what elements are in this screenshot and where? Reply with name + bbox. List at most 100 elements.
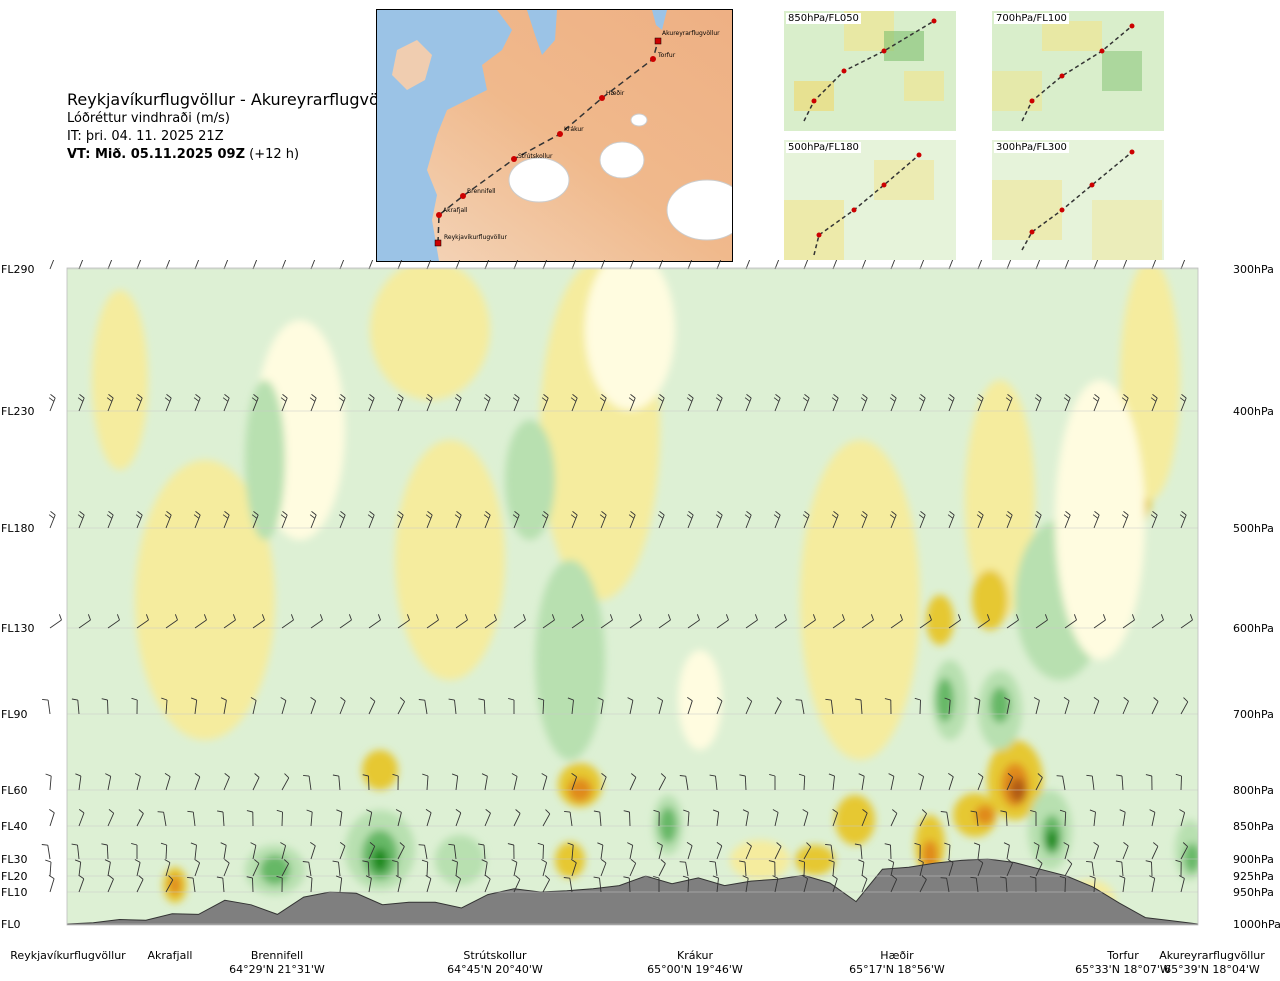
wind-barb <box>448 698 457 715</box>
wind-barb <box>1089 809 1096 827</box>
velocity-region <box>362 750 398 790</box>
wind-barb <box>42 698 51 715</box>
wind-barb <box>1145 860 1153 877</box>
velocity-region <box>435 835 485 885</box>
wind-barb <box>193 394 201 412</box>
wind-barb <box>104 859 111 877</box>
wind-barb <box>884 698 892 715</box>
wind-barb <box>339 842 346 860</box>
wind-barb <box>397 842 405 860</box>
wind-barb <box>774 842 782 860</box>
wind-barb <box>918 773 925 791</box>
wind-barb <box>397 697 405 715</box>
wind-barb <box>1035 773 1043 791</box>
pressure-label: 300hPa <box>1233 263 1274 276</box>
wind-barb <box>48 511 56 529</box>
wind-barb <box>454 511 462 529</box>
wind-barb <box>658 773 666 791</box>
wind-barb <box>914 697 921 715</box>
wind-barb <box>478 843 486 860</box>
wind-barb <box>772 875 779 893</box>
wind-barb <box>194 260 200 270</box>
pressure-label: 800hPa <box>1233 784 1274 797</box>
wind-barb <box>426 260 432 270</box>
waypoint-coordinate: 65°33'N 18°07'W <box>1075 963 1171 976</box>
wind-barb <box>448 843 457 860</box>
wind-barb <box>768 860 776 877</box>
wind-barb <box>802 511 810 529</box>
velocity-region <box>990 687 1010 723</box>
wind-barb <box>656 842 663 860</box>
wind-barb <box>686 511 694 529</box>
wind-barb <box>71 698 80 715</box>
wind-barb <box>310 697 317 715</box>
mini-map-label: 300hPa/FL300 <box>994 142 1069 153</box>
wind-barb <box>1034 394 1042 412</box>
wind-barb <box>508 697 515 714</box>
wind-barb <box>597 697 604 715</box>
mini-map-700[interactable]: 700hPa/FL100 <box>992 11 1164 131</box>
wind-barb <box>338 511 346 529</box>
wind-barb <box>1006 614 1019 629</box>
wind-barb <box>802 394 810 412</box>
wind-barb <box>1056 775 1066 791</box>
wind-barb <box>252 260 258 270</box>
wind-barb <box>1179 511 1187 529</box>
mini-map-500[interactable]: 500hPa/FL180 <box>784 140 956 260</box>
waypoint-marker-haedir <box>599 95 605 101</box>
mini-map-label: 500hPa/FL180 <box>786 142 861 153</box>
wind-barb <box>425 394 433 412</box>
wind-barb <box>715 394 723 412</box>
wind-barb <box>976 394 984 412</box>
wind-barb <box>511 773 518 791</box>
wind-barb <box>716 697 723 715</box>
wind-barb <box>421 859 429 877</box>
velocity-region <box>585 268 675 410</box>
mini-map-850[interactable]: 850hPa/FL050 <box>784 11 956 131</box>
wind-barb <box>164 394 172 412</box>
wind-barb <box>772 809 779 827</box>
wind-barb <box>368 614 381 629</box>
wind-barb <box>1086 774 1095 791</box>
wind-barb <box>397 614 410 629</box>
wind-barbs <box>41 260 1193 893</box>
wind-barb <box>1180 697 1189 715</box>
waypoint-coordinate: 65°39'N 18°04'W <box>1164 963 1260 976</box>
wind-barb <box>1006 859 1013 877</box>
wind-barb <box>1063 697 1070 715</box>
mini-map-300[interactable]: 300hPa/FL300 <box>992 140 1164 260</box>
wind-barb <box>803 842 812 860</box>
wind-barb <box>1151 697 1159 715</box>
velocity-region <box>169 875 181 895</box>
wind-barb <box>564 810 573 827</box>
wind-barb <box>512 394 520 412</box>
wind-barb <box>160 842 168 860</box>
wind-barb <box>657 697 664 715</box>
wind-barb <box>745 260 751 270</box>
wind-barb <box>858 859 865 877</box>
wind-barb <box>1035 859 1043 877</box>
waypoint-label: Hæðir <box>880 949 914 962</box>
wind-barb <box>977 773 984 791</box>
wind-barb <box>629 614 642 629</box>
wind-barb <box>973 842 981 860</box>
wind-barb <box>597 842 604 860</box>
wind-barb <box>1116 774 1124 791</box>
wind-barb <box>944 697 951 715</box>
pressure-label: 400hPa <box>1233 405 1274 418</box>
wind-barb <box>1175 773 1182 791</box>
wind-barb <box>1122 842 1129 860</box>
wind-barb <box>1119 809 1126 827</box>
wind-barb <box>478 698 486 715</box>
wind-barb <box>948 614 961 629</box>
waypoint-coordinate: 65°00'N 19°46'W <box>647 963 743 976</box>
map-label-haedir: Hæðir <box>606 90 625 97</box>
cross-section-chart: FL290 FL230 FL180 FL130 FL90 FL60 FL40 FL30 FL20… <box>1 260 1280 976</box>
wind-barb <box>571 260 577 270</box>
velocity-region <box>936 678 954 722</box>
wind-barb <box>187 810 196 827</box>
wind-barb <box>567 842 574 860</box>
valid-time-label: VT: Mið. 05.11.2025 09Z <box>67 147 246 162</box>
wind-barb <box>1122 614 1135 629</box>
wind-barb <box>687 697 693 715</box>
